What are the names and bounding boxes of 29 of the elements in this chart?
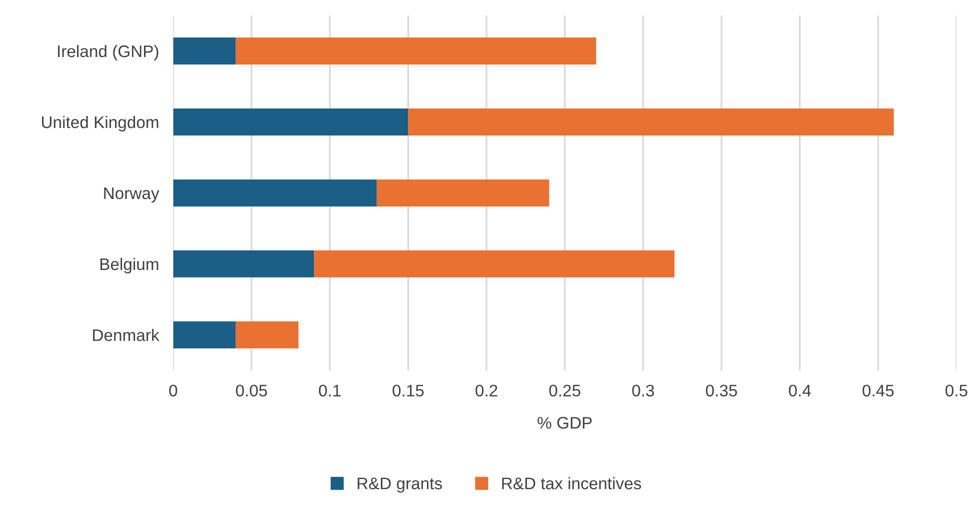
x-tick-label: 0.1 xyxy=(318,384,341,396)
bar xyxy=(173,179,377,206)
legend-label: R&D grants xyxy=(358,478,442,493)
x-tick-label: 0.45 xyxy=(862,384,894,396)
x-tick-label: 0.05 xyxy=(236,384,268,396)
x-axis-title: % GDP xyxy=(538,416,592,429)
bar xyxy=(173,38,236,65)
x-tick-label: 0.2 xyxy=(476,384,498,396)
x-tick-label: 0.35 xyxy=(706,384,737,396)
bar xyxy=(173,250,314,278)
bar xyxy=(173,108,408,136)
bar xyxy=(173,321,236,348)
x-tick-label: 0.3 xyxy=(632,384,654,396)
x-tick-label: 0.4 xyxy=(788,384,811,396)
y-tick-label: Ireland (GNP) xyxy=(58,44,158,61)
y-tick-label: Belgium xyxy=(100,258,158,274)
y-tick-label: Denmark xyxy=(93,328,160,342)
legend-label: R&D tax incentives xyxy=(502,477,642,490)
bar xyxy=(236,38,596,65)
bar xyxy=(376,179,550,206)
x-tick-label: 0.25 xyxy=(549,384,580,396)
x-tick-label: 0 xyxy=(169,384,178,396)
x-tick-label: 0.15 xyxy=(392,384,424,396)
x-tick-label: 0.5 xyxy=(946,384,968,396)
y-tick-label: United Kingdom xyxy=(42,116,158,132)
bar xyxy=(314,250,674,278)
bar xyxy=(236,321,299,348)
bar xyxy=(408,108,894,136)
y-tick-label: Norway xyxy=(104,188,160,202)
